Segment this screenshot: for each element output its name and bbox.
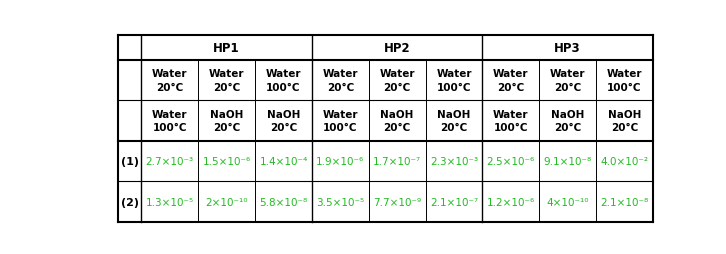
Text: 2×10⁻¹⁰: 2×10⁻¹⁰: [205, 197, 248, 207]
Text: 1.2×10: 1.2×10: [0, 253, 1, 254]
Text: 1.9×10⁻⁶: 1.9×10⁻⁶: [316, 156, 364, 166]
Text: Water
20°C: Water 20°C: [209, 69, 245, 92]
Text: 4×10⁻¹⁰: 4×10⁻¹⁰: [547, 197, 589, 207]
Text: (2): (2): [121, 197, 139, 207]
Text: NaOH
20°C: NaOH 20°C: [266, 109, 300, 133]
Text: NaOH
20°C: NaOH 20°C: [608, 109, 641, 133]
Text: NaOH
20°C: NaOH 20°C: [437, 109, 470, 133]
Text: 2.1×10⁻⁷: 2.1×10⁻⁷: [430, 197, 478, 207]
Text: 1.4×10⁻⁴: 1.4×10⁻⁴: [259, 156, 308, 166]
Text: 7.7×10: 7.7×10: [0, 253, 1, 254]
Text: 7.7×10⁻⁹: 7.7×10⁻⁹: [373, 197, 421, 207]
Text: HP3: HP3: [554, 41, 581, 54]
Text: Water
20°C: Water 20°C: [322, 69, 358, 92]
Text: 1.5×10⁻⁶: 1.5×10⁻⁶: [203, 156, 250, 166]
Text: 2.1×10: 2.1×10: [0, 253, 1, 254]
Text: 5.8×10⁻⁸: 5.8×10⁻⁸: [259, 197, 308, 207]
Text: 2.5×10: 2.5×10: [0, 253, 1, 254]
Text: 9.1×10⁻⁸: 9.1×10⁻⁸: [544, 156, 592, 166]
Text: 2.7×10: 2.7×10: [0, 253, 1, 254]
Text: 5.8×10: 5.8×10: [0, 253, 1, 254]
Text: 1.7×10⁻⁷: 1.7×10⁻⁷: [373, 156, 421, 166]
Text: 3.5×10: 3.5×10: [0, 253, 1, 254]
Text: NaOH
20°C: NaOH 20°C: [551, 109, 584, 133]
Text: NaOH
20°C: NaOH 20°C: [210, 109, 243, 133]
Text: HP1: HP1: [213, 41, 240, 54]
Text: Water
20°C: Water 20°C: [152, 69, 187, 92]
Text: HP2: HP2: [384, 41, 410, 54]
Text: 1.5×10: 1.5×10: [0, 253, 1, 254]
Text: 1.3×10: 1.3×10: [0, 253, 1, 254]
Text: Water
100°C: Water 100°C: [266, 69, 301, 92]
Text: NaOH
20°C: NaOH 20°C: [380, 109, 414, 133]
Text: 2.1×10: 2.1×10: [0, 253, 1, 254]
Text: 2×10: 2×10: [0, 253, 1, 254]
Text: 4×10: 4×10: [0, 253, 1, 254]
Text: (1): (1): [121, 156, 139, 166]
Text: Water
100°C: Water 100°C: [493, 109, 529, 133]
Text: Water
100°C: Water 100°C: [607, 69, 643, 92]
Text: 2.7×10⁻³: 2.7×10⁻³: [146, 156, 194, 166]
Text: 3.5×10⁻⁵: 3.5×10⁻⁵: [317, 197, 364, 207]
Text: 1.4×10: 1.4×10: [0, 253, 1, 254]
Text: 1.9×10: 1.9×10: [0, 253, 1, 254]
Text: 4.0×10⁻²: 4.0×10⁻²: [600, 156, 648, 166]
Text: 1.3×10⁻⁵: 1.3×10⁻⁵: [146, 197, 194, 207]
Text: Water
20°C: Water 20°C: [550, 69, 585, 92]
Text: 1.2×10⁻⁶: 1.2×10⁻⁶: [486, 197, 535, 207]
Text: 2.3×10: 2.3×10: [0, 253, 1, 254]
Text: 2.3×10⁻³: 2.3×10⁻³: [430, 156, 478, 166]
Text: Water
20°C: Water 20°C: [380, 69, 415, 92]
Text: Water
100°C: Water 100°C: [152, 109, 187, 133]
Text: 2.5×10⁻⁶: 2.5×10⁻⁶: [486, 156, 535, 166]
Text: Water
100°C: Water 100°C: [436, 69, 472, 92]
Text: 4.0×10: 4.0×10: [0, 253, 1, 254]
Text: 2.1×10⁻⁸: 2.1×10⁻⁸: [600, 197, 648, 207]
Text: Water
20°C: Water 20°C: [493, 69, 529, 92]
Text: Water
100°C: Water 100°C: [322, 109, 358, 133]
Text: 1.7×10: 1.7×10: [0, 253, 1, 254]
Text: 9.1×10: 9.1×10: [0, 253, 1, 254]
